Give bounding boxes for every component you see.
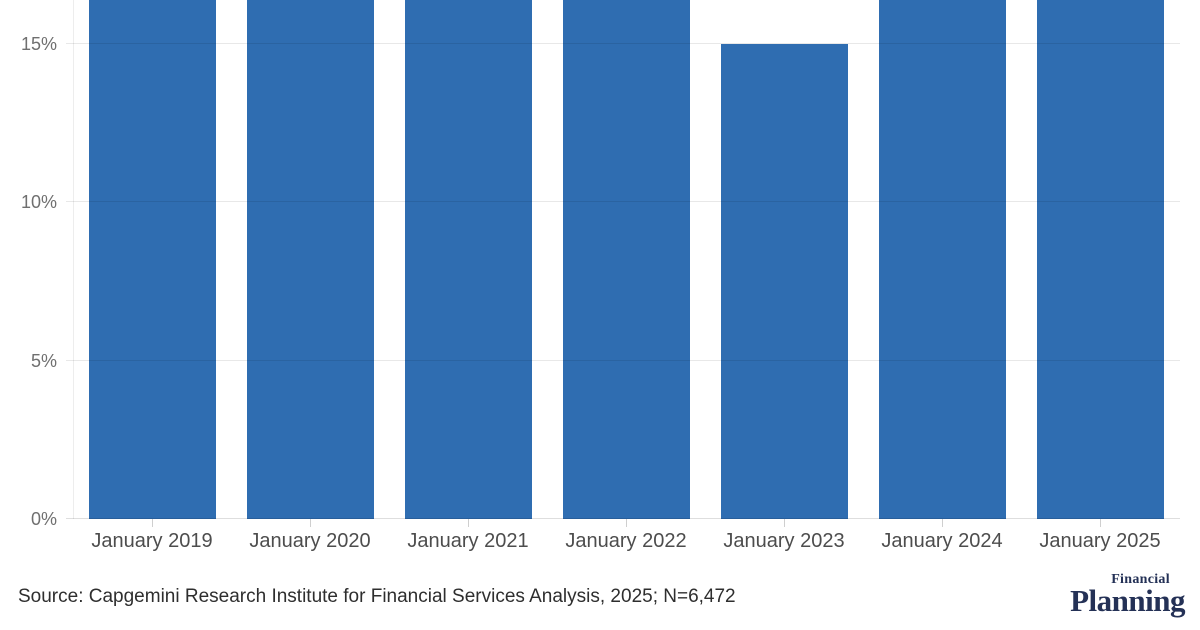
x-axis: January 2019 January 2020 January 2021 Janu… xyxy=(0,519,1200,579)
x-axis-label-january-2024: January 2024 xyxy=(881,530,1003,552)
y-axis-label-0: 0% xyxy=(30,509,57,529)
x-axis-label-january-2019: January 2019 xyxy=(91,530,213,552)
financial-planning-logo: Financial Planning xyxy=(1070,572,1185,618)
x-axis-tick-january-2024 xyxy=(942,519,943,527)
x-axis-label-january-2025: January 2025 xyxy=(1039,530,1161,552)
x-axis-tick-january-2023 xyxy=(784,519,785,527)
y-axis-label-5: 5% xyxy=(30,350,57,371)
x-axis-label-january-2023: January 2023 xyxy=(723,530,845,552)
x-axis-label-january-2021: January 2021 xyxy=(407,530,529,552)
gridline-10 xyxy=(66,201,1180,202)
x-axis-tick-january-2022 xyxy=(626,519,627,527)
gridline-15 xyxy=(66,42,1180,44)
x-axis-tick-january-2019 xyxy=(152,519,153,527)
x-axis-tick-january-2020 xyxy=(310,519,311,527)
bar-january-2019 xyxy=(88,0,216,519)
bar-chart-plot-area: 0% 5% 10% 15% xyxy=(20,0,1180,528)
y-axis-line xyxy=(73,0,74,519)
logo-text-financial: Financial xyxy=(1111,572,1170,587)
gridline-0 xyxy=(66,518,1180,519)
bar-january-2024 xyxy=(878,0,1006,519)
x-axis-label-january-2020: January 2020 xyxy=(249,530,371,552)
logo-text-planning: Planning xyxy=(1070,583,1185,618)
x-axis-tick-january-2021 xyxy=(468,519,469,527)
y-axis-label-15: 15% xyxy=(20,33,57,54)
bar-january-2023 xyxy=(720,43,848,519)
bar-january-2020 xyxy=(246,0,374,519)
gridline-5 xyxy=(66,359,1180,361)
y-axis-label-10: 10% xyxy=(20,192,57,212)
x-axis-label-january-2022: January 2022 xyxy=(565,530,687,552)
bar-january-2025 xyxy=(1036,0,1164,519)
x-axis-tick-january-2025 xyxy=(1100,519,1101,527)
source-attribution: Source: Capgemini Research Institute for… xyxy=(18,586,736,607)
bar-january-2022 xyxy=(562,0,690,519)
bar-january-2021 xyxy=(404,0,532,519)
